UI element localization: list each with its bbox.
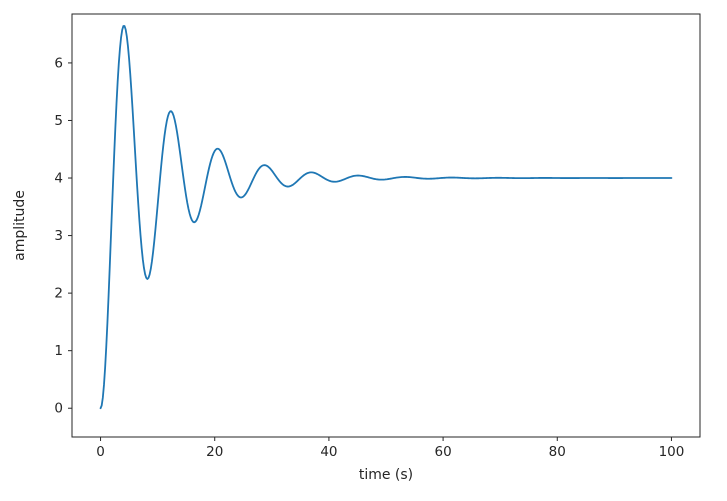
y-tick-label: 3 <box>54 228 63 244</box>
y-tick-label: 1 <box>54 343 63 359</box>
y-tick-label: 6 <box>54 55 63 71</box>
x-tick-label: 100 <box>659 444 685 460</box>
x-tick-label: 40 <box>320 444 337 460</box>
plot-frame <box>71 13 701 438</box>
data-line <box>99 25 673 410</box>
y-tick-label: 4 <box>54 171 63 187</box>
x-tick-label: 60 <box>434 444 451 460</box>
y-tick-label: 5 <box>54 113 63 129</box>
x-tick-label: 80 <box>549 444 566 460</box>
y-tick-label: 0 <box>54 401 63 417</box>
y-tick-label: 2 <box>54 286 63 302</box>
x-tick-label: 20 <box>206 444 223 460</box>
x-axis-label: time (s) <box>359 467 413 483</box>
y-axis-label: amplitude <box>12 190 28 261</box>
x-tick-label: 0 <box>96 444 105 460</box>
